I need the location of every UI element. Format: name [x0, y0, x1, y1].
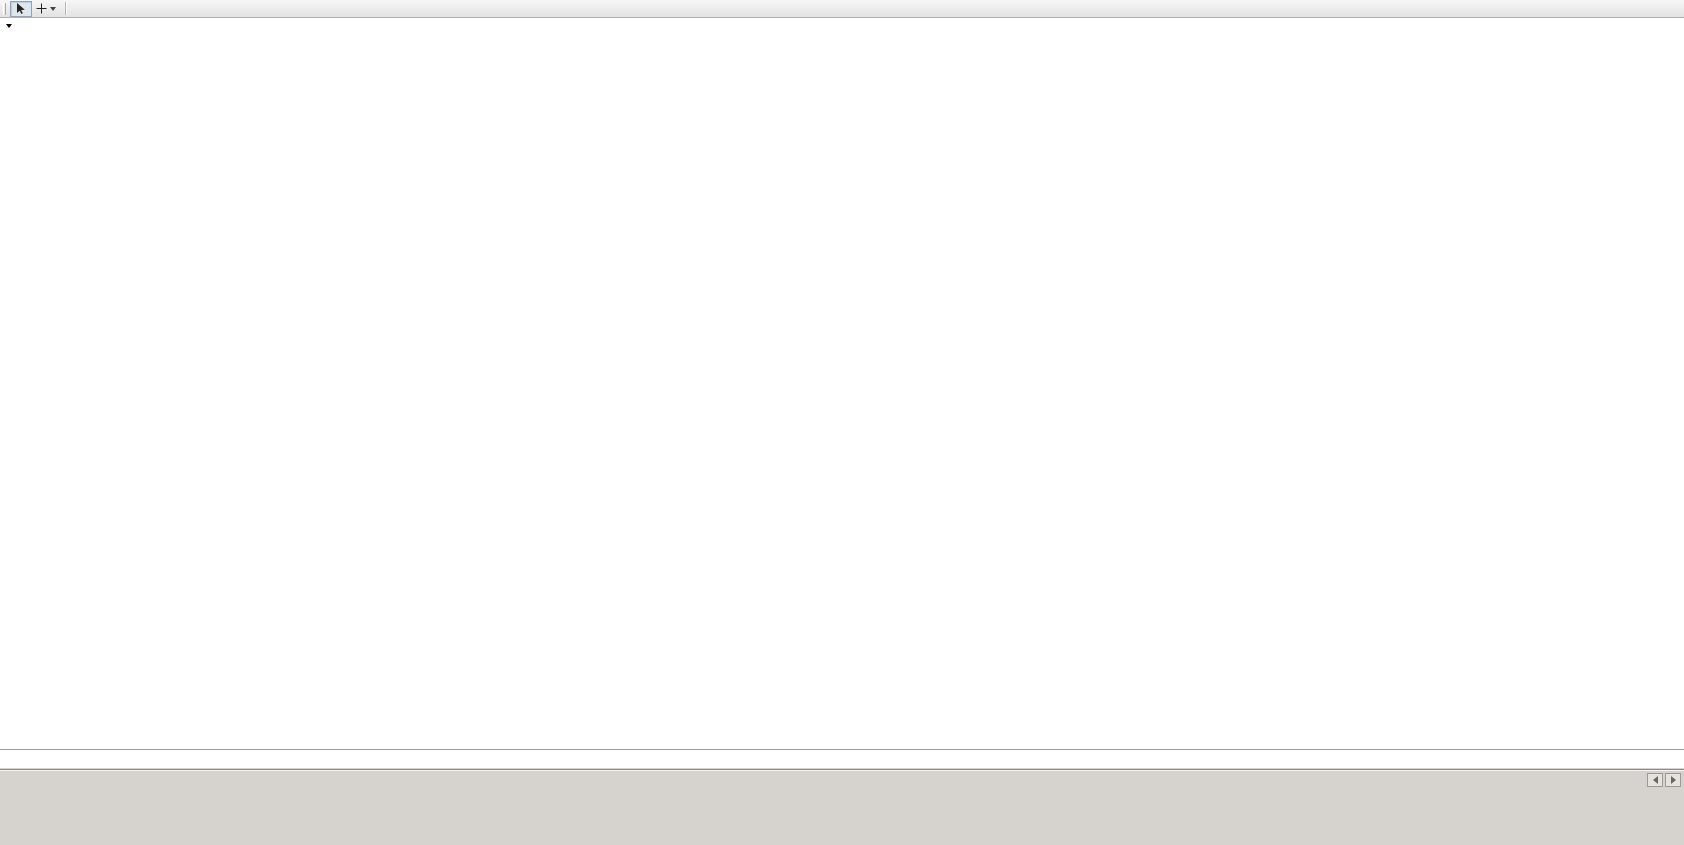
- chart-tab-bar: [0, 769, 1684, 790]
- chart-marker-icon: [6, 24, 12, 28]
- pointer-icon: [17, 3, 25, 14]
- tab-scroll-controls: [1647, 773, 1681, 787]
- time-axis[interactable]: [0, 749, 1684, 768]
- rsi-indicator-pane[interactable]: [0, 557, 1684, 655]
- arrow-right-icon: [1670, 776, 1676, 784]
- toolbar-separator: [65, 2, 66, 15]
- crosshair-tool-button[interactable]: [32, 1, 60, 17]
- macd-indicator-pane[interactable]: [0, 656, 1684, 749]
- pointer-tool-button[interactable]: [10, 0, 32, 17]
- chart-toolbar: [0, 0, 1684, 18]
- toolbar-grip[interactable]: [3, 2, 6, 15]
- arrow-left-icon: [1652, 776, 1658, 784]
- tab-scroll-right-button[interactable]: [1665, 773, 1681, 787]
- crosshair-icon: [36, 3, 47, 14]
- chevron-down-icon: [50, 6, 56, 11]
- chart-ohlc-header: [6, 24, 38, 28]
- price-chart-canvas[interactable]: [0, 18, 1684, 556]
- chart-window: [0, 18, 1684, 768]
- tab-scroll-left-button[interactable]: [1647, 773, 1663, 787]
